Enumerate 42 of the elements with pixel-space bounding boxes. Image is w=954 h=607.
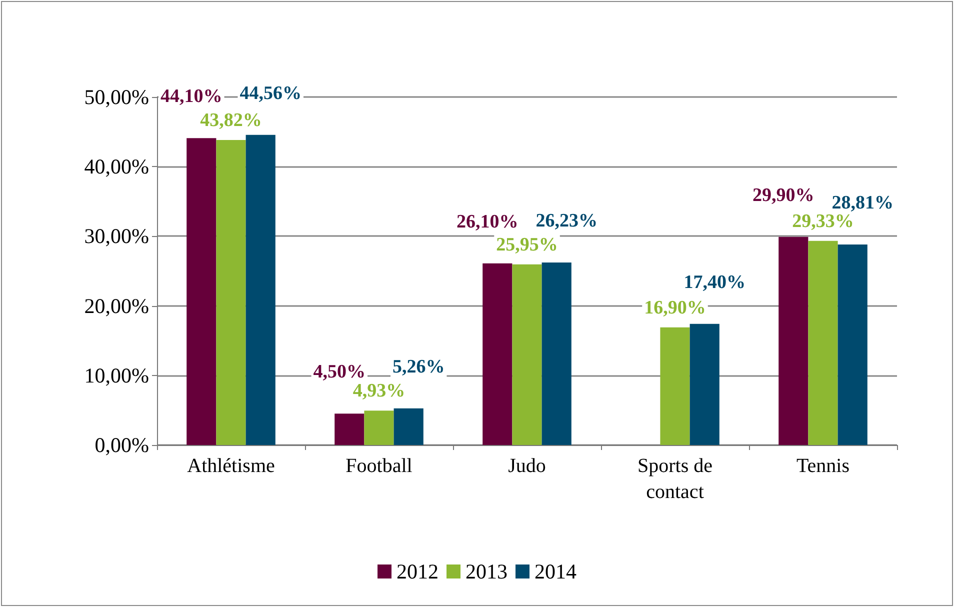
- data-label: 43,82%: [200, 110, 262, 132]
- y-tick-label: 10,00%: [84, 363, 149, 388]
- bar: [186, 138, 216, 445]
- x-tick-label: Sports de contact: [638, 455, 713, 503]
- data-label: 44,56%: [240, 82, 302, 104]
- legend-label: 2012: [396, 560, 438, 584]
- x-tick-label: Athlétisme: [187, 455, 276, 477]
- bar: [216, 140, 246, 445]
- data-label: 28,81%: [832, 192, 894, 214]
- x-tick-label: Judo: [508, 455, 546, 477]
- data-label: 5,26%: [392, 356, 445, 378]
- bar: [660, 327, 690, 445]
- y-tick-label: 40,00%: [84, 154, 149, 179]
- y-tick-label: 20,00%: [84, 294, 149, 318]
- bar: [838, 244, 868, 445]
- legend-label: 2013: [466, 560, 508, 584]
- bar: [394, 408, 424, 445]
- x-tick-label: Football: [346, 455, 413, 477]
- data-label: 29,33%: [792, 210, 854, 232]
- bar: [808, 240, 838, 445]
- y-tick-label: 50,00%: [84, 85, 149, 109]
- y-tick-label: 0,00%: [94, 433, 149, 457]
- bar: [334, 414, 364, 445]
- bar: [364, 410, 394, 445]
- data-label: 4,93%: [352, 380, 406, 402]
- data-label: 16,90%: [644, 297, 706, 318]
- x-tick-label: Tennis: [796, 455, 850, 477]
- data-label: 29,90%: [752, 184, 814, 206]
- y-tick-label: 30,00%: [84, 224, 149, 248]
- bar: [246, 134, 276, 445]
- data-label: 25,95%: [496, 234, 558, 256]
- legend-label: 2014: [534, 560, 577, 584]
- bar: [512, 264, 542, 445]
- data-label: 44,10%: [160, 86, 222, 108]
- data-label: 4,50%: [313, 362, 366, 383]
- data-label: 17,40%: [684, 272, 746, 293]
- bar: [482, 263, 512, 445]
- data-label: 26,23%: [536, 210, 598, 232]
- bar: [690, 324, 720, 445]
- data-label: 26,10%: [456, 211, 518, 232]
- bar: [542, 262, 572, 445]
- bar: [778, 236, 808, 445]
